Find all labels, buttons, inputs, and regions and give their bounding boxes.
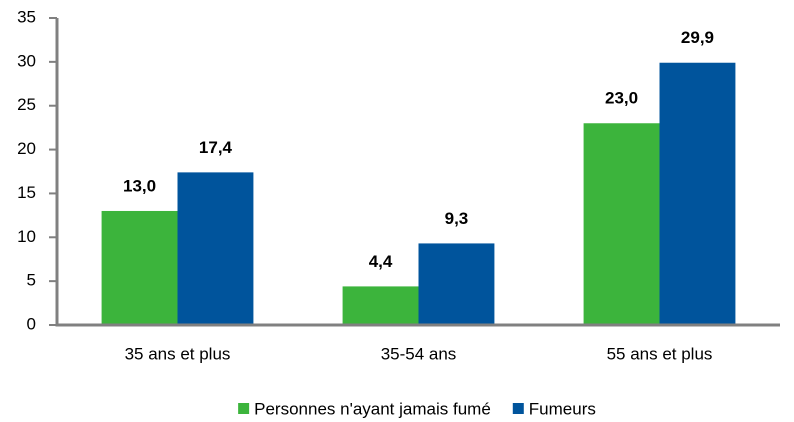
y-tick-label: 0: [27, 314, 36, 333]
bar: [342, 286, 419, 325]
value-label: 17,4: [199, 138, 233, 157]
bar: [177, 172, 254, 325]
y-tick-label: 10: [17, 227, 36, 246]
y-tick-label: 25: [17, 95, 36, 114]
value-label: 23,0: [605, 89, 638, 108]
bar: [101, 210, 178, 325]
bar: [418, 243, 495, 325]
y-tick-label: 5: [27, 271, 36, 290]
legend-label: Personnes n'ayant jamais fumé: [254, 399, 491, 418]
value-label: 29,9: [681, 28, 714, 47]
bar: [583, 123, 660, 325]
y-tick-label: 30: [17, 51, 36, 70]
y-tick-label: 15: [17, 183, 36, 202]
y-tick-label: 20: [17, 139, 36, 158]
legend-swatch: [512, 403, 524, 414]
value-label: 9,3: [445, 209, 469, 228]
x-tick-label: 35-54 ans: [381, 344, 457, 363]
value-label: 13,0: [123, 176, 156, 195]
bar: [659, 62, 736, 326]
legend-swatch: [238, 403, 250, 414]
x-tick-label: 55 ans et plus: [607, 344, 713, 363]
x-tick-label: 35 ans et plus: [125, 344, 231, 363]
value-label: 4,4: [369, 252, 393, 271]
legend-label: Fumeurs: [529, 399, 596, 418]
y-tick-label: 35: [17, 7, 36, 26]
